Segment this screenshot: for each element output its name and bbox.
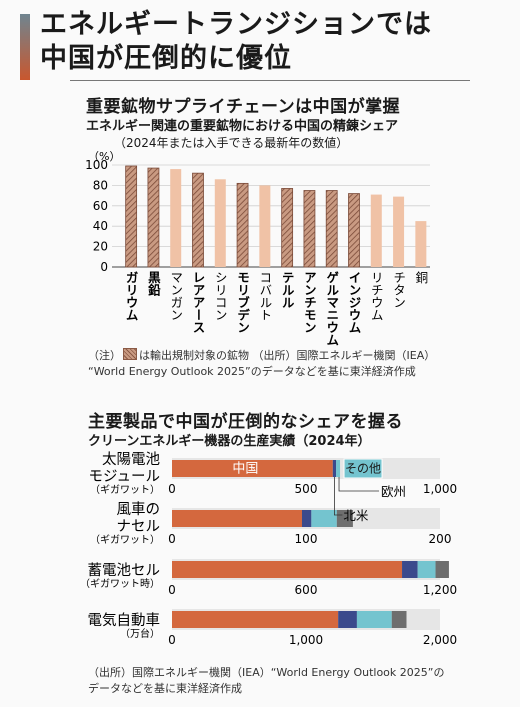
- section1-note: （2024年または入手できる最新年の数値）: [114, 136, 349, 150]
- bar: [236, 182, 249, 268]
- bar: [125, 165, 138, 268]
- bar: [348, 193, 360, 268]
- section1-subtitle: エネルギー関連の重要鉱物における中国の精錬シェア: [86, 119, 399, 134]
- category-label: テルル: [280, 271, 295, 309]
- stacked-segment: [336, 460, 341, 477]
- bar: [370, 194, 382, 267]
- row-unit: （ギガワット）: [90, 534, 160, 546]
- stacked-segment: [338, 611, 357, 628]
- series-label-other: その他: [345, 462, 381, 476]
- y-tick-label: 20: [93, 240, 108, 254]
- leader-north-america: [334, 477, 343, 516]
- bar: [192, 172, 204, 268]
- bar: [170, 169, 182, 267]
- stacked-segment: [336, 510, 353, 527]
- section2-source-1: （出所）国際エネルギー機関（IEA）“World Energy Outlook …: [88, 666, 445, 679]
- category-label: コバルト: [257, 271, 272, 321]
- row-label: ナセル: [117, 519, 161, 535]
- bar: [147, 167, 160, 268]
- section2-title: 主要製品で中国が圧倒的なシェアを握る: [88, 412, 403, 432]
- x-tick-label: 0: [168, 532, 176, 546]
- x-tick-label: 600: [295, 583, 318, 597]
- main-title: エネルギートランジションでは 中国が圧倒的に優位: [20, 8, 510, 80]
- bar: [325, 190, 338, 268]
- bar: [259, 185, 271, 267]
- stacked-segment: [391, 611, 407, 628]
- y-tick-label: 0: [100, 260, 108, 274]
- section1-title: 重要鉱物サプライチェーンは中国が掌握: [86, 97, 401, 117]
- y-tick-label: 60: [93, 199, 108, 213]
- category-label: ゲルマニウム: [324, 270, 339, 346]
- legend-prefix: （注）: [88, 349, 121, 362]
- y-tick-label: 100: [85, 158, 108, 172]
- x-tick-label: 1,000: [423, 482, 457, 496]
- stacked-segment: [356, 611, 392, 628]
- stacked-segment: [301, 510, 312, 527]
- row-label: 電気自動車: [88, 612, 161, 629]
- bar: [303, 190, 316, 268]
- bar: [415, 221, 427, 267]
- stacked-segment: [402, 561, 418, 578]
- category-label: モリブデン: [235, 271, 250, 334]
- stacked-segment: [172, 460, 333, 477]
- legend-swatch: [123, 348, 137, 360]
- row-unit: （ギガワット時）: [80, 578, 160, 590]
- row-label: モジュール: [89, 469, 161, 485]
- x-tick-label: 1,000: [289, 633, 323, 647]
- y-tick-label: 80: [93, 178, 108, 192]
- section2-source-2: データなどを基に東洋経済作成: [88, 682, 242, 695]
- category-label: シリコン: [213, 271, 228, 321]
- bar: [281, 188, 294, 268]
- series-label-europe: 欧州: [381, 484, 406, 499]
- section2-subtitle: クリーンエネルギー機器の生産実績（2024年）: [88, 434, 371, 449]
- category-label: インジウム: [347, 271, 362, 334]
- x-tick-label: 1,200: [423, 583, 457, 597]
- bar: [214, 179, 226, 267]
- category-label: 黒鉛: [146, 271, 161, 297]
- x-tick-label: 100: [295, 532, 318, 546]
- category-label: アンチモン: [302, 271, 317, 334]
- series-label-north-america: 北米: [343, 508, 369, 523]
- x-tick-label: 500: [295, 482, 318, 496]
- y-axis-unit: （%）: [88, 150, 120, 163]
- stacked-segment: [435, 561, 449, 578]
- x-tick-label: 200: [429, 532, 452, 546]
- stacked-segment: [417, 561, 436, 578]
- x-tick-label: 0: [168, 482, 176, 496]
- leader-europe: [338, 477, 380, 492]
- stacked-segment: [172, 611, 339, 628]
- row-unit: （万台）: [120, 627, 160, 640]
- divider: [70, 80, 470, 81]
- category-label: マンガン: [168, 271, 183, 321]
- x-tick-label: 2,000: [423, 633, 457, 647]
- minerals-bar-chart: （%） 0 20 40 60 80 100 ガリウム 黒鉛 マンガン レアアース シリコン モリブデンコ…: [85, 150, 430, 346]
- category-label: ガリウム: [124, 271, 139, 321]
- main-title-line-2: 中国が圧倒的に優位: [40, 43, 292, 74]
- section1-source: “World Energy Outlook 2025”のデータなどを基に東洋経済…: [88, 365, 416, 378]
- stacked-segment: [172, 510, 302, 527]
- stacked-segment: [311, 510, 337, 527]
- main-title-line-1: エネルギートランジションでは: [40, 9, 432, 40]
- stacked-segment: [332, 460, 337, 477]
- x-tick-label: 0: [168, 583, 176, 597]
- row-unit: （ギガワット）: [90, 484, 160, 496]
- stacked-segment: [172, 561, 403, 578]
- row-label: 蓄電池セル: [88, 562, 161, 579]
- x-tick-label: 0: [168, 633, 176, 647]
- category-label: チタン: [391, 271, 406, 309]
- y-tick-label: 40: [93, 219, 108, 233]
- series-box-other: [343, 458, 383, 479]
- category-label: レアアース: [191, 271, 206, 334]
- legend-text: は輸出規制対象の鉱物 （出所）国際エネルギー機関（IEA）: [139, 349, 436, 362]
- title-accent-bar: [20, 14, 30, 80]
- legend-note: （注） は輸出規制対象の鉱物 （出所）国際エネルギー機関（IEA）: [88, 347, 435, 363]
- category-label: 銅: [413, 271, 428, 284]
- row-label: 太陽電池: [102, 451, 160, 468]
- row-label: 風車の: [117, 501, 161, 518]
- bar: [393, 196, 405, 267]
- series-label-china: 中国: [232, 462, 258, 477]
- category-label: リチウム: [369, 271, 384, 321]
